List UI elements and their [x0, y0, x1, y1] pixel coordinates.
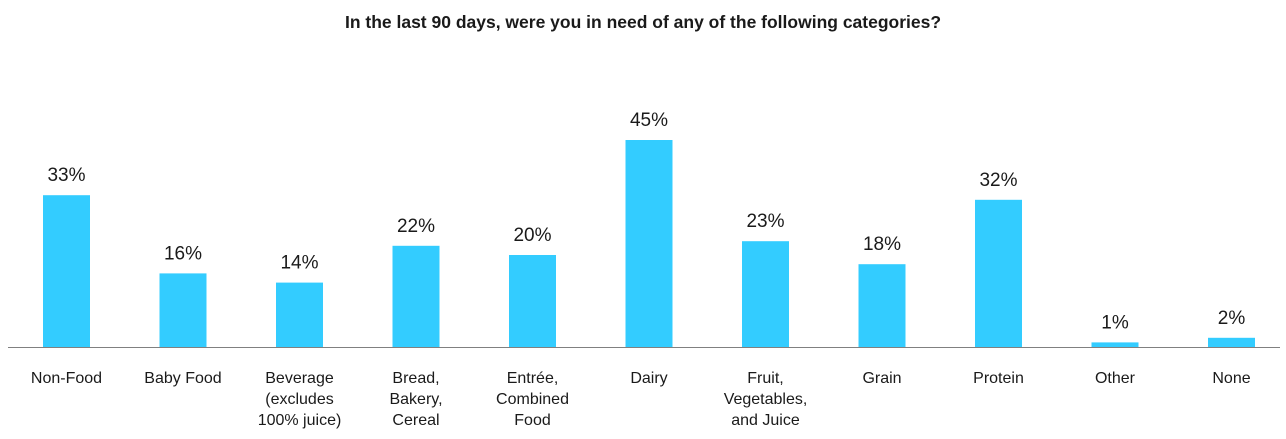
- category-label: None: [1212, 370, 1250, 387]
- category-label: (excludes: [265, 391, 333, 408]
- category-label: Combined: [496, 391, 569, 408]
- bar: [1208, 337, 1255, 347]
- bar: [858, 264, 906, 347]
- category-label: Baby Food: [144, 370, 221, 387]
- bar-group: 33% Non-Food: [31, 165, 102, 387]
- category-label: Dairy: [630, 370, 667, 387]
- bar-group: 18% Grain: [858, 234, 906, 387]
- data-label: 20%: [513, 225, 551, 246]
- data-label: 23%: [746, 211, 784, 232]
- bar-group: 16% Baby Food: [144, 243, 221, 387]
- category-label: Entrée,: [507, 370, 559, 387]
- category-label: Other: [1095, 370, 1136, 387]
- bar-group: 22% Bread, Bakery, Cereal: [389, 216, 442, 429]
- category-label: Non-Food: [31, 370, 102, 387]
- data-label: 16%: [164, 243, 202, 264]
- category-label: Cereal: [392, 412, 439, 429]
- bar-group: 45% Dairy: [625, 110, 673, 387]
- bar-group: 1% Other: [1091, 312, 1139, 387]
- bar: [625, 140, 673, 347]
- category-label: Beverage: [265, 370, 334, 387]
- category-label: and Juice: [731, 412, 800, 429]
- category-label: Vegetables,: [724, 391, 808, 408]
- bar-group: 23% Fruit, Vegetables, and Juice: [724, 211, 808, 429]
- bar-group: 32% Protein: [973, 170, 1024, 387]
- chart-title: In the last 90 days, were you in need of…: [344, 12, 942, 32]
- data-label: 33%: [47, 165, 85, 186]
- data-label: 18%: [863, 234, 901, 255]
- data-label: 14%: [280, 253, 318, 274]
- bar: [742, 241, 789, 347]
- category-label: 100% juice): [258, 412, 342, 429]
- bar-group: 2% None: [1208, 308, 1255, 387]
- category-label: Protein: [973, 370, 1024, 387]
- category-label: Food: [514, 412, 550, 429]
- data-label: 2%: [1218, 308, 1246, 329]
- data-label: 1%: [1101, 312, 1129, 333]
- bar: [975, 199, 1022, 347]
- bar: [43, 195, 90, 347]
- data-label: 45%: [630, 110, 668, 131]
- bar: [276, 282, 323, 347]
- category-label: Bread,: [392, 370, 439, 387]
- bar: [509, 255, 556, 347]
- bar: [392, 245, 440, 347]
- bar-group: 20% Entrée, Combined Food: [496, 225, 569, 429]
- bar-group: 14% Beverage (excludes 100% juice): [258, 253, 342, 429]
- bar: [159, 273, 207, 347]
- category-label: Grain: [862, 370, 901, 387]
- data-label: 22%: [397, 216, 435, 237]
- category-label: Bakery,: [389, 391, 442, 408]
- category-label: Fruit,: [747, 370, 783, 387]
- data-label: 32%: [979, 170, 1017, 191]
- bar: [1091, 342, 1139, 347]
